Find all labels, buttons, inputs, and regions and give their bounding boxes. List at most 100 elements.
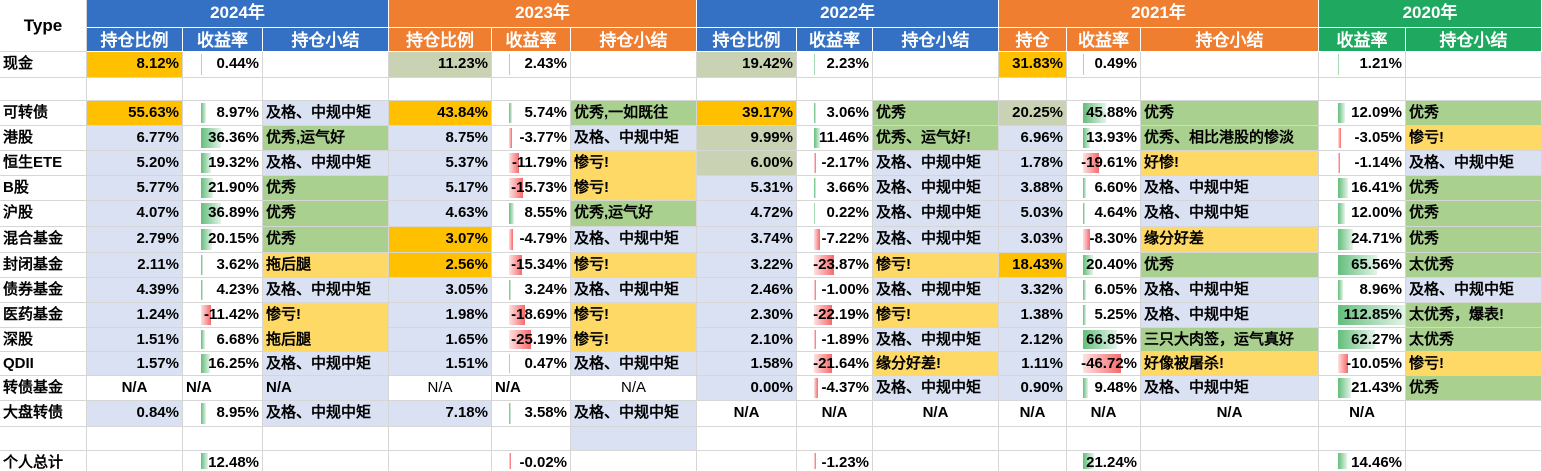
data-cell[interactable]: 2.11% [87,253,183,278]
data-cell[interactable]: -25.19% [492,328,571,352]
data-cell[interactable]: 6.05% [1067,278,1141,303]
data-cell[interactable]: 3.06% [797,101,873,126]
data-cell[interactable]: -15.34% [492,253,571,278]
data-cell[interactable]: 惨亏! [571,303,697,328]
data-cell[interactable]: 好惨! [1141,151,1319,176]
data-cell[interactable]: 优秀 [1141,253,1319,278]
data-cell[interactable]: 2.46% [697,278,797,303]
data-cell[interactable]: -10.05% [1319,352,1406,376]
data-cell[interactable]: 好像被屠杀! [1141,352,1319,376]
data-cell[interactable]: 12.00% [1319,201,1406,227]
column-header[interactable]: 持仓小结 [263,28,389,52]
data-cell[interactable]: 3.07% [389,227,492,253]
data-cell[interactable]: 8.55% [492,201,571,227]
row-label[interactable]: 深股 [0,328,87,352]
data-cell[interactable] [1319,427,1406,451]
data-cell[interactable] [1067,78,1141,101]
data-cell[interactable] [1067,427,1141,451]
data-cell[interactable]: 43.84% [389,101,492,126]
data-cell[interactable]: 4.23% [183,278,263,303]
data-cell[interactable]: 4.39% [87,278,183,303]
year-header-3[interactable]: 2021年 [999,0,1319,28]
data-cell[interactable]: 3.62% [183,253,263,278]
data-cell[interactable]: 5.31% [697,176,797,201]
data-cell[interactable]: 优秀 [1406,376,1542,401]
data-cell[interactable]: 优秀 [263,227,389,253]
data-cell[interactable]: 2.23% [797,52,873,78]
row-label[interactable] [0,427,87,451]
data-cell[interactable]: 5.17% [389,176,492,201]
data-cell[interactable]: 9.48% [1067,376,1141,401]
data-cell[interactable] [183,427,263,451]
data-cell[interactable]: 及格、中规中矩 [1406,278,1542,303]
data-cell[interactable]: N/A [571,376,697,401]
column-header[interactable]: 收益率 [797,28,873,52]
data-cell[interactable]: 31.83% [999,52,1067,78]
data-cell[interactable]: -0.02% [492,451,571,472]
data-cell[interactable]: 14.46% [1319,451,1406,472]
data-cell[interactable]: 4.64% [1067,201,1141,227]
data-cell[interactable]: 优秀 [1406,201,1542,227]
data-cell[interactable] [1406,401,1542,427]
data-cell[interactable]: 4.72% [697,201,797,227]
data-cell[interactable]: -22.19% [797,303,873,328]
column-header[interactable]: 持仓小结 [1406,28,1542,52]
data-cell[interactable]: 0.22% [797,201,873,227]
data-cell[interactable] [873,451,999,472]
data-cell[interactable]: -18.69% [492,303,571,328]
data-cell[interactable] [999,427,1067,451]
data-cell[interactable]: 24.71% [1319,227,1406,253]
data-cell[interactable]: -1.89% [797,328,873,352]
data-cell[interactable]: N/A [389,376,492,401]
data-cell[interactable]: 缘分好差 [1141,227,1319,253]
data-cell[interactable] [571,427,697,451]
column-header[interactable]: 持仓小结 [873,28,999,52]
data-cell[interactable]: -4.79% [492,227,571,253]
data-cell[interactable] [697,78,797,101]
data-cell[interactable]: 及格、中规中矩 [1141,176,1319,201]
data-cell[interactable] [389,78,492,101]
data-cell[interactable]: 2.30% [697,303,797,328]
data-cell[interactable]: 1.98% [389,303,492,328]
data-cell[interactable]: 2.79% [87,227,183,253]
data-cell[interactable]: 太优秀 [1406,253,1542,278]
data-cell[interactable]: 惨亏! [571,176,697,201]
column-header[interactable]: 持仓比例 [697,28,797,52]
type-header[interactable]: Type [0,0,87,52]
data-cell[interactable]: 惨亏! [1406,126,1542,151]
data-cell[interactable]: 3.03% [999,227,1067,253]
data-cell[interactable]: 优秀 [873,101,999,126]
data-cell[interactable]: 39.17% [697,101,797,126]
data-cell[interactable] [873,427,999,451]
data-cell[interactable]: N/A [797,401,873,427]
data-cell[interactable] [999,78,1067,101]
data-cell[interactable]: 惨亏! [571,328,697,352]
data-cell[interactable]: 0.84% [87,401,183,427]
data-cell[interactable] [571,78,697,101]
data-cell[interactable]: 及格、中规中矩 [263,278,389,303]
data-cell[interactable] [571,52,697,78]
data-cell[interactable]: 1.57% [87,352,183,376]
data-cell[interactable]: 16.25% [183,352,263,376]
data-cell[interactable] [183,78,263,101]
data-cell[interactable]: 1.51% [87,328,183,352]
data-cell[interactable]: 1.51% [389,352,492,376]
data-cell[interactable]: 及格、中规中矩 [873,176,999,201]
data-cell[interactable]: 及格、中规中矩 [263,352,389,376]
data-cell[interactable]: 优秀 [1141,101,1319,126]
data-cell[interactable]: 及格、中规中矩 [263,151,389,176]
data-cell[interactable]: 36.89% [183,201,263,227]
data-cell[interactable]: N/A [492,376,571,401]
data-cell[interactable]: 1.11% [999,352,1067,376]
row-label[interactable]: 个人总计 [0,451,87,472]
row-label[interactable]: 港股 [0,126,87,151]
data-cell[interactable]: 0.44% [183,52,263,78]
data-cell[interactable]: 21.90% [183,176,263,201]
data-cell[interactable]: 11.46% [797,126,873,151]
data-cell[interactable]: -46.72% [1067,352,1141,376]
data-cell[interactable]: 优秀 [1406,176,1542,201]
row-label[interactable]: 转债基金 [0,376,87,401]
year-header-0[interactable]: 2024年 [87,0,389,28]
data-cell[interactable] [1319,78,1406,101]
data-cell[interactable]: -2.17% [797,151,873,176]
